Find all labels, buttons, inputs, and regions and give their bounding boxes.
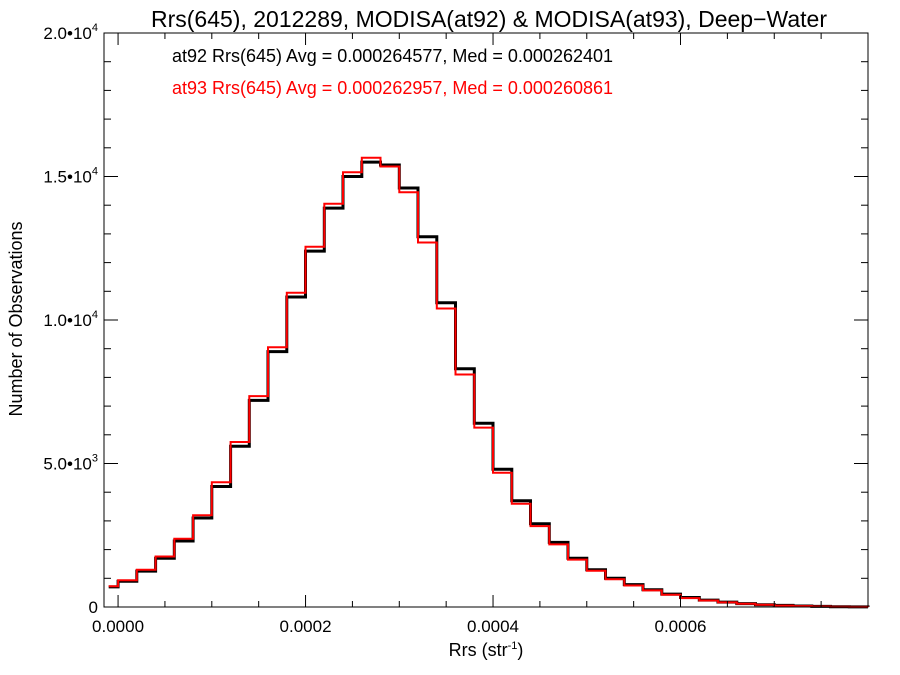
x-axis-label-sup: -1 (508, 640, 518, 652)
y-tick-label: 5.0•103 (43, 453, 98, 474)
x-tick-label: 0.0006 (655, 617, 707, 636)
chart-title: Rrs(645), 2012289, MODISA(at92) & MODISA… (151, 6, 827, 32)
x-axis-label: Rrs (str-1) (449, 640, 524, 660)
x-tick-label: 0.0000 (92, 617, 144, 636)
x-axis-label-end: ) (517, 640, 523, 660)
y-tick-label: 2.0•104 (43, 22, 98, 43)
series-line-at93 (108, 156, 869, 608)
x-tick-label: 0.0004 (467, 617, 519, 636)
x-tick-label: 0.0002 (280, 617, 332, 636)
y-tick-label: 1.0•104 (43, 309, 98, 330)
y-axis-label: Number of Observations (6, 221, 26, 416)
x-axis-label-base: Rrs (str (449, 640, 508, 660)
y-tick-label: 1.5•104 (43, 166, 98, 187)
tick-layer: 0.0000 0.0002 0.0004 0.0006 0 5.0•103 1.0•104 1… (43, 22, 868, 636)
plot-frame (103, 32, 869, 608)
legend-at93: at93 Rrs(645) Avg = 0.000262957, Med = 0… (172, 78, 613, 98)
legend-at92: at92 Rrs(645) Avg = 0.000264577, Med = 0… (172, 46, 613, 66)
series-layer (108, 156, 870, 609)
y-tick-label: 0 (89, 598, 98, 617)
series-line-at92 (108, 160, 870, 609)
